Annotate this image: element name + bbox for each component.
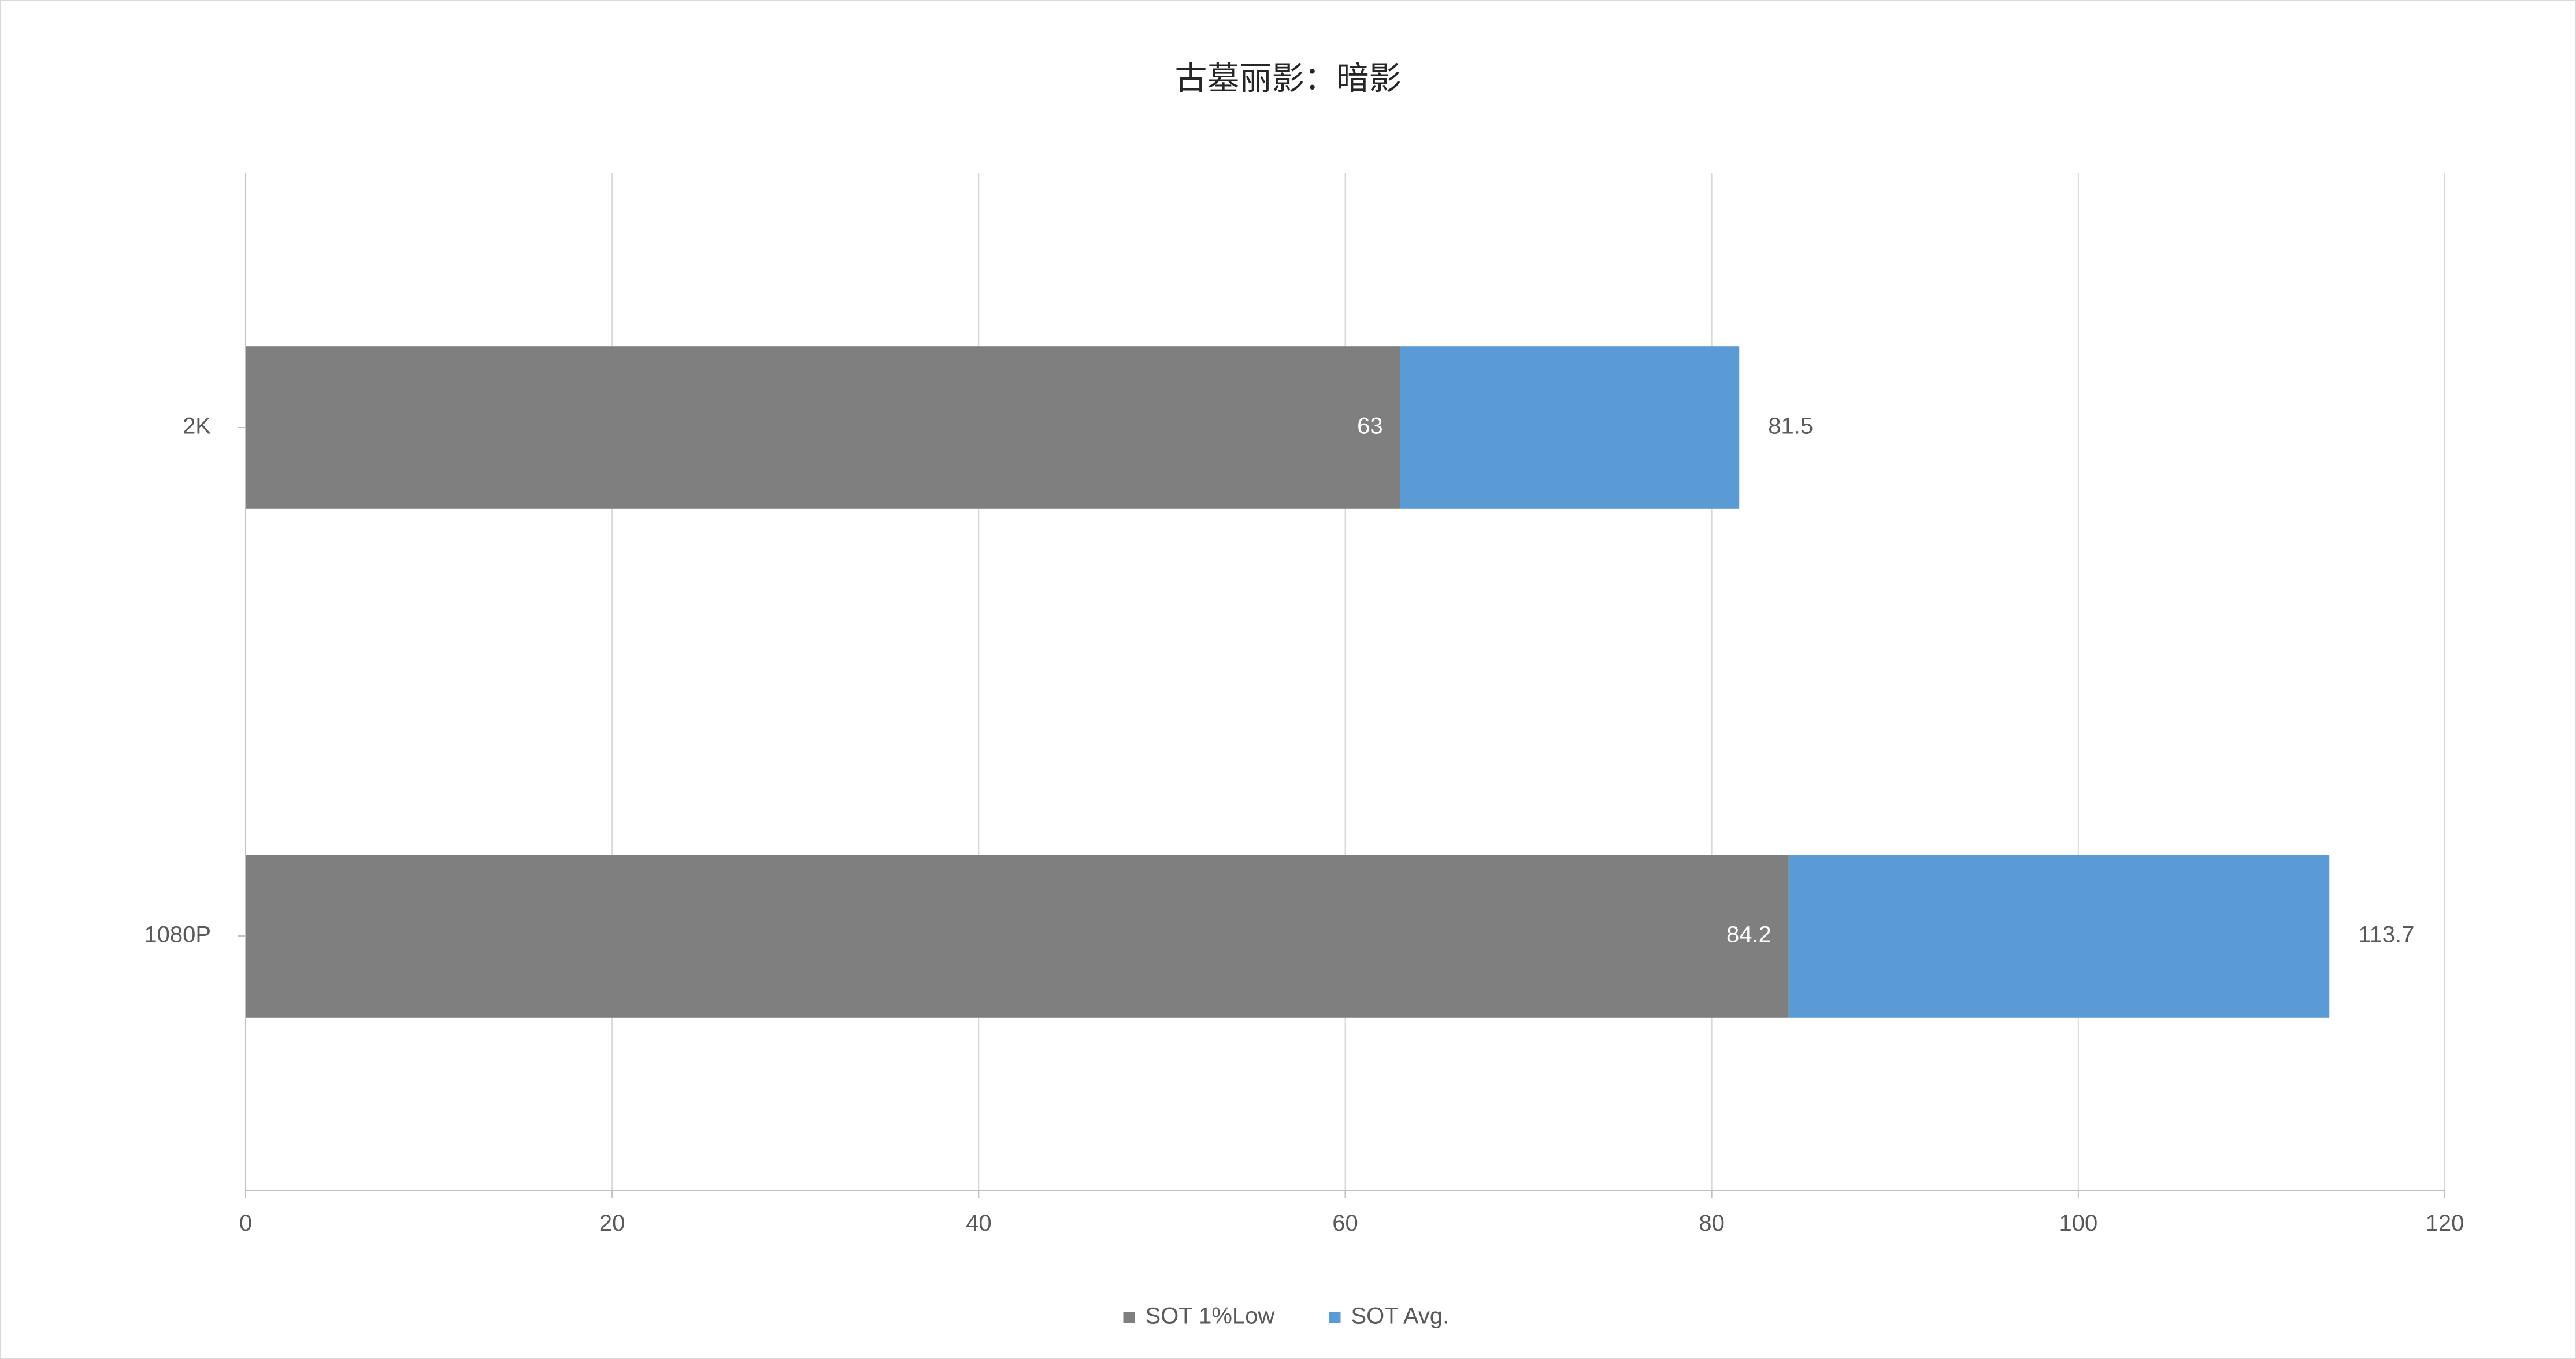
bar-segment-avg [1400, 346, 1740, 509]
x-axis-tick-label: 80 [1699, 1211, 1725, 1236]
x-axis-tick-label: 100 [2059, 1211, 2097, 1236]
x-axis-tick-label: 40 [966, 1211, 992, 1236]
chart-title: 古墓丽影：暗影 [1175, 60, 1402, 96]
bar-segment-avg [1789, 855, 2329, 1018]
bar-value-low: 84.2 [1726, 922, 1771, 948]
x-axis-tick-label: 20 [599, 1211, 625, 1236]
legend-marker [1124, 1312, 1135, 1323]
bar-segment-low [246, 346, 1400, 509]
y-axis-category: 2K [183, 414, 211, 439]
x-axis-tick-label: 60 [1332, 1211, 1358, 1236]
bar-value-avg: 113.7 [2358, 922, 2414, 948]
bar-value-low: 63 [1357, 414, 1383, 439]
x-axis-tick-label: 0 [239, 1211, 252, 1236]
x-axis-tick-label: 120 [2426, 1211, 2464, 1236]
bar-chart: 63 81.5 2K 84.2 113.7 1080P 0 20 40 60 80 100 120 古墓丽… [0, 0, 2576, 1359]
legend-label: SOT 1%Low [1146, 1304, 1275, 1329]
bar-value-avg: 81.5 [1768, 414, 1813, 439]
chart-container: 63 81.5 2K 84.2 113.7 1080P 0 20 40 60 80 100 120 古墓丽… [0, 0, 2576, 1359]
y-axis-category: 1080P [144, 922, 211, 948]
bar-segment-low [246, 855, 1789, 1018]
legend-label: SOT Avg. [1351, 1304, 1450, 1329]
legend-marker [1329, 1312, 1341, 1323]
